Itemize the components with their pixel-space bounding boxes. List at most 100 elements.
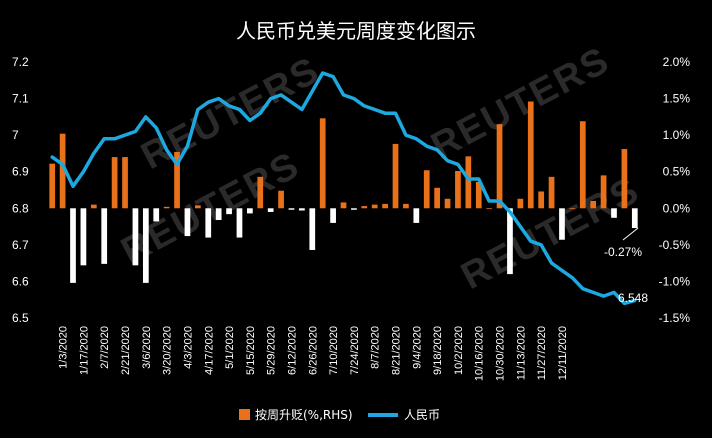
weekly-change-bar xyxy=(486,208,493,210)
weekly-change-bar xyxy=(163,206,170,209)
weekly-change-bar xyxy=(465,156,472,209)
weekly-change-bar xyxy=(319,118,326,209)
weekly-change-bar xyxy=(392,143,399,209)
x-tick-label: 7/10/2020 xyxy=(328,326,340,375)
weekly-change-bar xyxy=(215,208,222,220)
x-tick-label: 7/24/2020 xyxy=(349,326,361,375)
x-tick-label: 3/20/2020 xyxy=(162,326,174,375)
x-tick-label: 5/1/2020 xyxy=(224,326,236,369)
weekly-change-bar xyxy=(194,205,201,209)
x-tick-label: 4/17/2020 xyxy=(203,326,215,375)
y-left-tick-label: 6.5 xyxy=(12,311,29,325)
x-tick-label: 10/16/2020 xyxy=(474,326,486,381)
x-tick-label: 11/27/2020 xyxy=(536,326,548,380)
weekly-change-bar xyxy=(413,208,420,223)
weekly-change-bar xyxy=(142,208,149,283)
x-tick-label: 4/3/2020 xyxy=(182,326,194,369)
weekly-change-bar xyxy=(205,208,212,238)
weekly-change-bar xyxy=(538,191,545,209)
weekly-change-bar xyxy=(153,208,160,222)
x-tick-label: 9/4/2020 xyxy=(411,326,423,369)
weekly-change-bar xyxy=(309,208,316,250)
x-tick-label: 8/21/2020 xyxy=(391,326,403,375)
y-left-tick-label: 6.6 xyxy=(12,274,29,288)
y-left-tick-label: 6.8 xyxy=(12,201,29,215)
weekly-change-bar xyxy=(49,163,56,209)
weekly-change-bar xyxy=(174,151,180,209)
y-right-tick-label: 0.0% xyxy=(663,201,691,215)
x-tick-label: 3/6/2020 xyxy=(141,326,153,369)
weekly-change-bar xyxy=(278,190,284,209)
weekly-change-bar xyxy=(80,208,87,266)
weekly-change-bar xyxy=(111,157,118,209)
x-tick-label: 10/2/2020 xyxy=(453,326,465,375)
y-right-tick-label: -1.5% xyxy=(659,311,691,325)
y-right-tick-label: -1.0% xyxy=(659,274,691,288)
y-right-tick-label: 2.0% xyxy=(663,55,691,69)
rmb-line-series xyxy=(50,71,637,306)
y-axis-right: 2.0% 1.5% 1.0% 0.5% 0.0% -0.5% -1.0% -1.5% xyxy=(659,55,691,325)
weekly-change-bar xyxy=(579,121,586,209)
weekly-change-bar xyxy=(548,176,555,209)
y-right-tick-label: 1.5% xyxy=(663,92,691,106)
weekly-change-bar xyxy=(621,149,628,209)
watermark-layer: REUTERS REUTERS REUTERS REUTERS xyxy=(115,39,647,298)
weekly-change-bars xyxy=(49,101,638,283)
legend-bar-swatch xyxy=(239,409,250,420)
weekly-change-bar xyxy=(288,208,295,210)
weekly-change-bar xyxy=(631,208,638,229)
weekly-change-bar xyxy=(257,176,264,209)
weekly-change-bar xyxy=(507,208,513,275)
x-tick-label: 2/7/2020 xyxy=(99,326,111,369)
annotation-leader xyxy=(622,227,639,241)
weekly-change-bar xyxy=(184,208,191,237)
y-left-tick-label: 6.9 xyxy=(12,165,29,179)
weekly-change-bar xyxy=(122,157,128,209)
weekly-change-bar xyxy=(455,170,461,209)
x-axis: 1/3/2020 1/17/2020 2/7/2020 2/21/2020 3/6/20… xyxy=(58,326,569,381)
x-tick-label: 1/3/2020 xyxy=(58,326,70,369)
chart-title: 人民币兑美元周度变化图示 xyxy=(236,19,476,43)
legend: 按周升贬(%,RHS) 人民币 xyxy=(239,408,440,422)
y-right-tick-label: -0.5% xyxy=(659,238,691,252)
weekly-change-bar xyxy=(403,203,409,209)
weekly-change-bar xyxy=(330,208,336,223)
weekly-change-bar xyxy=(590,200,597,209)
x-tick-label: 6/26/2020 xyxy=(307,326,319,375)
weekly-change-bar xyxy=(101,208,108,264)
x-tick-label: 6/12/2020 xyxy=(286,326,298,375)
legend-line-label: 人民币 xyxy=(404,408,440,422)
weekly-change-bar xyxy=(382,203,388,209)
last-bar-annotation: -0.27% xyxy=(604,245,642,259)
weekly-change-bar xyxy=(569,208,576,210)
x-tick-label: 2/21/2020 xyxy=(120,326,132,375)
x-tick-label: 5/29/2020 xyxy=(266,326,278,375)
x-tick-label: 12/11/2020 xyxy=(557,326,569,380)
weekly-change-bar xyxy=(496,124,503,209)
weekly-change-bar xyxy=(527,101,534,209)
weekly-change-bar xyxy=(517,198,524,209)
weekly-change-bar xyxy=(423,170,430,209)
watermark-text: REUTERS xyxy=(425,39,617,168)
y-left-tick-label: 7.1 xyxy=(12,92,29,106)
weekly-change-bar xyxy=(559,208,565,240)
weekly-change-bar xyxy=(70,208,76,283)
x-tick-label: 10/30/2020 xyxy=(495,326,507,381)
y-right-tick-label: 0.5% xyxy=(663,165,691,179)
weekly-change-bar xyxy=(236,208,243,238)
weekly-change-bar xyxy=(361,206,368,209)
x-tick-label: 11/13/2020 xyxy=(515,326,527,380)
x-tick-label: 8/7/2020 xyxy=(370,326,382,369)
rmb-line xyxy=(50,71,637,306)
weekly-change-bar xyxy=(600,175,607,209)
weekly-change-bar xyxy=(267,208,274,212)
y-left-tick-label: 6.7 xyxy=(12,238,29,252)
y-left-tick-label: 7.2 xyxy=(12,55,29,69)
weekly-change-bar xyxy=(59,133,66,209)
x-tick-label: 9/18/2020 xyxy=(432,326,444,375)
y-right-tick-label: 1.0% xyxy=(663,128,691,142)
weekly-change-bar xyxy=(444,198,451,209)
weekly-change-bar xyxy=(351,208,357,210)
weekly-change-bar xyxy=(434,187,440,209)
